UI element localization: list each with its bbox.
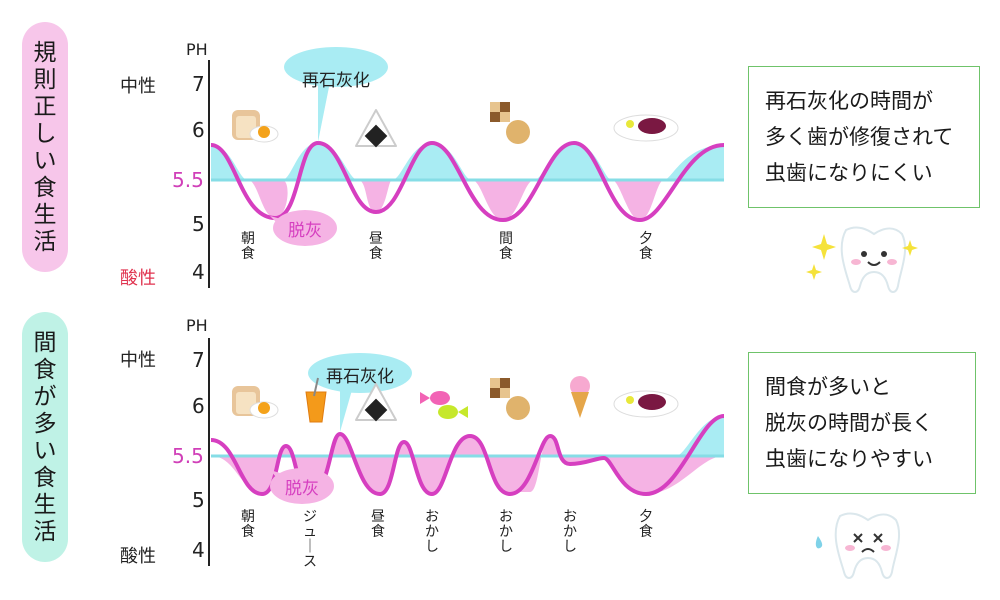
remineral-label: 再石灰化 (326, 367, 394, 387)
happy-tooth-icon (806, 226, 918, 293)
demineral-fill (211, 434, 724, 494)
neutral-label: 中性 (120, 76, 156, 97)
sparkle-icon (806, 234, 918, 280)
onigiri-icon (355, 383, 397, 422)
tick-4: 4 (192, 538, 205, 562)
remineral-bubble (308, 353, 412, 432)
candy-icon (420, 391, 468, 419)
meal-label: 夕食 (639, 231, 653, 262)
toast-egg-icon (232, 110, 279, 143)
meal-label: おかし (425, 509, 439, 555)
meal-label: 間食 (499, 231, 513, 262)
message-line: 間食が多いと (765, 375, 891, 399)
message-box: 間食が多いと 脱灰の時間が長く 虫歯になりやすい (748, 352, 976, 494)
demineral-label: 脱灰 (285, 479, 319, 499)
tick-7: 7 (192, 72, 205, 96)
sad-tooth-icon (815, 512, 901, 579)
meal-label: おかし (563, 509, 577, 555)
message-line: 多く歯が修復されて (765, 125, 954, 149)
juice-icon (305, 377, 327, 423)
tick-5-5: 5.5 (172, 444, 204, 468)
message-line: 再石灰化の時間が (765, 89, 933, 113)
message-line: 虫歯になりにくい (765, 161, 933, 185)
curry-plate-icon (613, 390, 679, 418)
ph-chart (208, 338, 725, 566)
demineral-fill (211, 180, 664, 220)
acid-label: 酸性 (120, 268, 156, 289)
meal-label: 昼食 (369, 231, 383, 262)
meal-label: 朝食 (241, 509, 255, 540)
curry-plate-icon (613, 114, 679, 142)
meal-label: おかし (499, 509, 513, 555)
tick-5-5: 5.5 (172, 168, 204, 192)
tick-6: 6 (192, 118, 205, 142)
ph-curve (210, 414, 725, 497)
tick-6: 6 (192, 394, 205, 418)
remineral-fill (211, 143, 724, 180)
panel-frequent-snacking: 間食が多い食生活 中性 酸性 PH 7 6 5.5 5 4 (0, 300, 1000, 590)
message-line: 虫歯になりやすい (765, 447, 933, 471)
remineral-bubble (284, 47, 388, 142)
demineral-bubble (270, 210, 337, 246)
cookies-icon (490, 378, 530, 420)
tick-5: 5 (192, 212, 205, 236)
message-line: 脱灰の時間が長く (765, 411, 933, 435)
ph-axis-label: PH (186, 40, 208, 59)
toast-egg-icon (232, 386, 279, 419)
panel-title: 規則正しい食生活 (33, 40, 57, 255)
neutral-label: 中性 (120, 350, 156, 371)
cookies-icon (490, 102, 530, 144)
meal-label: 夕食 (639, 509, 653, 540)
meal-label: 昼食 (371, 509, 385, 540)
tick-7: 7 (192, 348, 205, 372)
ph-axis-label: PH (186, 316, 208, 335)
panel-title: 間食が多い食生活 (33, 330, 57, 545)
tick-4: 4 (192, 260, 205, 284)
meal-label: ジュ｜ス (303, 509, 317, 570)
demineral-bubble (270, 468, 334, 504)
ice-cream-icon (570, 376, 590, 418)
panel-regular-diet: 規則正しい食生活 中性 酸性 PH 7 6 5.5 5 4 (0, 10, 1000, 300)
message-box: 再石灰化の時間が 多く歯が修復されて 虫歯になりにくい (748, 66, 980, 208)
onigiri-icon (355, 109, 397, 148)
acid-label: 酸性 (120, 546, 156, 567)
demineral-label: 脱灰 (288, 221, 322, 241)
tick-5: 5 (192, 488, 205, 512)
ph-curve (210, 140, 725, 223)
panel-title-pill: 間食が多い食生活 (22, 312, 68, 562)
remineral-label: 再石灰化 (302, 71, 370, 91)
panel-title-pill: 規則正しい食生活 (22, 22, 68, 272)
meal-label: 朝食 (241, 231, 255, 262)
ph-chart (208, 47, 725, 288)
